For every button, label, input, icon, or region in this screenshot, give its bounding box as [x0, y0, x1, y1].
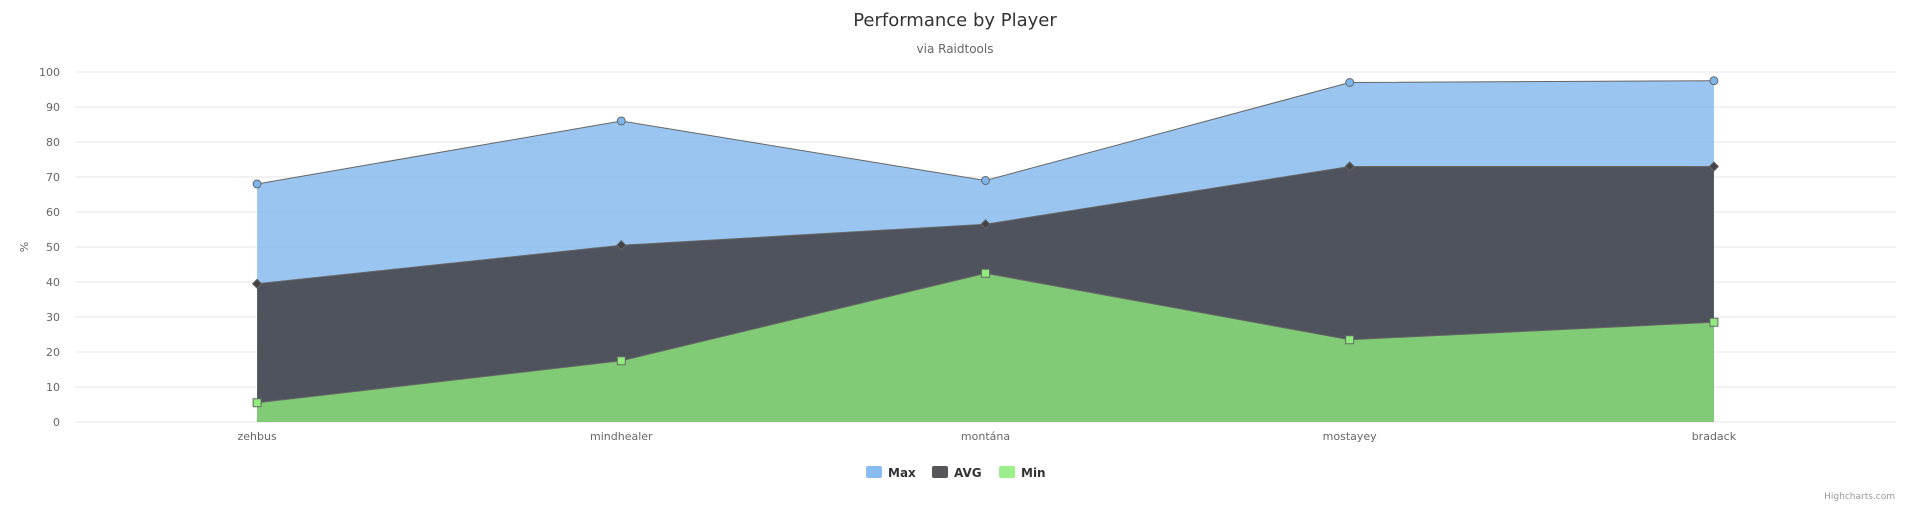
legend-swatch [932, 466, 948, 478]
y-tick-label: 100 [39, 66, 60, 79]
y-tick-label: 20 [46, 346, 60, 359]
marker-max[interactable] [252, 179, 262, 189]
marker-avg[interactable] [980, 219, 991, 230]
y-tick-label: 10 [46, 381, 60, 394]
legend-label: Min [1021, 466, 1046, 480]
y-axis-ticks: 0 10 20 30 40 50 60 70 80 90 100 [39, 66, 60, 429]
marker-max[interactable] [981, 176, 990, 185]
credits-link[interactable]: Highcharts.com [1824, 492, 1895, 502]
x-tick-label: montána [961, 430, 1010, 443]
legend-item-max[interactable]: Max [866, 466, 916, 480]
marker-max[interactable] [616, 116, 626, 126]
y-tick-label: 40 [46, 276, 60, 289]
legend-item-avg[interactable]: AVG [932, 466, 982, 480]
x-tick-label: mindhealer [590, 430, 653, 443]
marker-min[interactable] [252, 398, 262, 408]
area-min [257, 273, 1714, 422]
y-tick-label: 50 [46, 241, 60, 254]
y-tick-label: 90 [46, 101, 60, 114]
x-tick-label: bradack [1692, 430, 1737, 443]
marker-min[interactable] [616, 356, 626, 366]
legend-swatch [999, 466, 1015, 478]
marker-avg[interactable] [251, 278, 263, 289]
y-tick-label: 70 [46, 171, 60, 184]
x-axis-ticks: zehbus mindhealer montána mostayey bradack [237, 430, 1736, 443]
marker-max[interactable] [1345, 78, 1355, 87]
legend-label: Max [888, 466, 916, 480]
y-tick-label: 0 [53, 416, 60, 429]
marker-avg[interactable] [616, 240, 627, 251]
marker-avg[interactable] [1708, 161, 1720, 172]
marker-max[interactable] [1709, 76, 1719, 86]
y-tick-label: 80 [46, 136, 60, 149]
marker-min[interactable] [1709, 317, 1719, 327]
x-tick-label: zehbus [237, 430, 276, 443]
series-areas [257, 80, 1714, 422]
chart-subtitle: via Raidtools [917, 42, 994, 56]
legend-item-min[interactable]: Min [999, 466, 1046, 480]
chart-title: Performance by Player [853, 10, 1057, 31]
y-tick-label: 60 [46, 206, 60, 219]
legend-label: AVG [954, 466, 982, 480]
y-tick-label: 30 [46, 311, 60, 324]
x-tick-label: mostayey [1323, 430, 1378, 443]
marker-min[interactable] [981, 268, 990, 278]
marker-avg[interactable] [1344, 161, 1355, 172]
legend: Max AVG Min [866, 466, 1046, 480]
marker-min[interactable] [1345, 335, 1355, 345]
series-markers [251, 76, 1720, 408]
y-axis-label: % [18, 242, 31, 252]
legend-swatch [866, 466, 882, 478]
